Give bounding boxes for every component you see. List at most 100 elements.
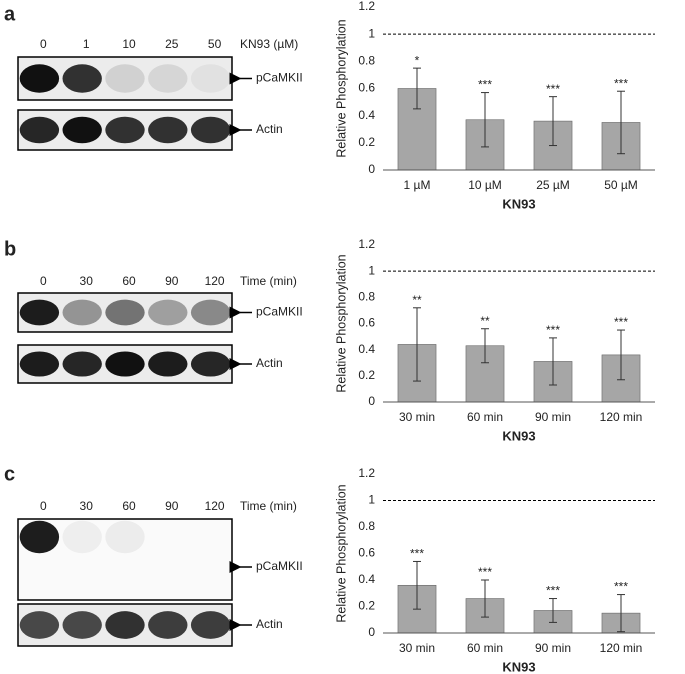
y-tick-label: 0	[368, 625, 375, 639]
blot-band	[105, 299, 145, 326]
blot-band	[148, 611, 188, 639]
lane-label: 0	[40, 274, 47, 288]
blot-band	[19, 520, 60, 554]
significance-label: ***	[478, 565, 492, 579]
blot-band	[105, 611, 145, 639]
blot-band	[62, 299, 102, 326]
lane-label: 60	[122, 274, 136, 288]
band-label: Actin	[256, 356, 283, 370]
y-tick-label: 0	[368, 162, 375, 176]
y-axis-title: Relative Phosphorylation	[334, 19, 348, 157]
blot-band	[105, 351, 145, 377]
significance-label: ***	[410, 547, 424, 561]
blot-band	[190, 116, 231, 144]
lane-label: 60	[122, 499, 136, 513]
blot-band	[105, 116, 145, 144]
x-tick-label: 30 min	[399, 641, 435, 655]
band-label: Actin	[256, 122, 283, 136]
x-tick-label: 120 min	[600, 641, 643, 655]
y-tick-label: 0.4	[358, 572, 375, 586]
blot-band	[190, 611, 231, 639]
significance-label: ***	[614, 315, 628, 329]
blot-band	[62, 351, 102, 377]
x-tick-label: 1 µM	[404, 178, 431, 192]
lane-label: 0	[40, 37, 47, 51]
significance-label: **	[480, 314, 490, 328]
y-tick-label: 0.8	[358, 54, 375, 68]
y-tick-label: 1	[368, 26, 375, 40]
x-tick-label: 90 min	[535, 410, 571, 424]
band-label: Actin	[256, 617, 283, 631]
x-tick-label: 60 min	[467, 641, 503, 655]
blot-band	[62, 116, 102, 144]
bar	[397, 88, 437, 171]
lane-label: 30	[80, 274, 94, 288]
lane-label: 90	[165, 499, 179, 513]
band-label: pCaMKII	[256, 559, 303, 573]
blot-band	[19, 351, 60, 377]
panel-label: c	[4, 463, 15, 485]
y-tick-label: 0.4	[358, 342, 375, 356]
blot-band	[62, 520, 102, 554]
blot-band	[62, 64, 102, 93]
y-tick-label: 1	[368, 263, 375, 277]
y-tick-label: 0.6	[358, 546, 375, 560]
x-axis-title: KN93	[502, 428, 535, 443]
blot-band	[190, 351, 231, 377]
blot-band	[19, 299, 60, 326]
significance-label: ***	[546, 584, 560, 598]
y-axis-title: Relative Phosphorylation	[334, 254, 348, 392]
y-tick-label: 0.8	[358, 290, 375, 304]
blot-band	[105, 520, 145, 554]
y-tick-label: 0.6	[358, 81, 375, 95]
blot-band	[19, 611, 60, 639]
y-tick-label: 0.2	[358, 135, 375, 149]
x-tick-label: 25 µM	[536, 178, 570, 192]
lane-label: 120	[205, 499, 225, 513]
blot-band	[190, 64, 231, 93]
lane-label: 90	[165, 274, 179, 288]
x-axis-title: KN93	[502, 196, 535, 211]
lane-label: 1	[83, 37, 90, 51]
x-axis-title: KN93	[502, 659, 535, 674]
y-tick-label: 1	[368, 493, 375, 507]
panel-label: b	[4, 238, 16, 260]
significance-label: ***	[614, 580, 628, 594]
significance-label: ***	[546, 82, 560, 96]
y-tick-label: 1.2	[358, 466, 375, 480]
band-label: pCaMKII	[256, 305, 303, 319]
x-tick-label: 30 min	[399, 410, 435, 424]
y-tick-label: 0	[368, 394, 375, 408]
panel-label: a	[4, 3, 16, 25]
x-tick-label: 10 µM	[468, 178, 502, 192]
blot-band	[148, 351, 188, 377]
significance-label: **	[412, 293, 422, 307]
treatment-label: Time (min)	[240, 499, 297, 513]
lane-label: 120	[205, 274, 225, 288]
significance-label: ***	[614, 76, 628, 90]
y-tick-label: 1.2	[358, 0, 375, 13]
blot-band	[148, 116, 188, 144]
blot-band	[148, 299, 188, 326]
y-tick-label: 0.8	[358, 519, 375, 533]
x-tick-label: 90 min	[535, 641, 571, 655]
blot-band	[62, 611, 102, 639]
band-label: pCaMKII	[256, 71, 303, 85]
y-tick-label: 0.2	[358, 368, 375, 382]
blot-band	[190, 299, 231, 326]
lane-label: 25	[165, 37, 179, 51]
x-tick-label: 50 µM	[604, 178, 638, 192]
lane-label: 30	[80, 499, 94, 513]
lane-label: 0	[40, 499, 47, 513]
lane-label: 50	[208, 37, 222, 51]
blot-band	[105, 64, 145, 93]
y-tick-label: 0.4	[358, 108, 375, 122]
x-tick-label: 60 min	[467, 410, 503, 424]
lane-label: 10	[122, 37, 136, 51]
y-axis-title: Relative Phosphorylation	[334, 484, 348, 622]
x-tick-label: 120 min	[600, 410, 643, 424]
blot-band	[19, 116, 60, 144]
treatment-label: Time (min)	[240, 274, 297, 288]
significance-label: *	[415, 53, 420, 67]
y-tick-label: 0.2	[358, 599, 375, 613]
